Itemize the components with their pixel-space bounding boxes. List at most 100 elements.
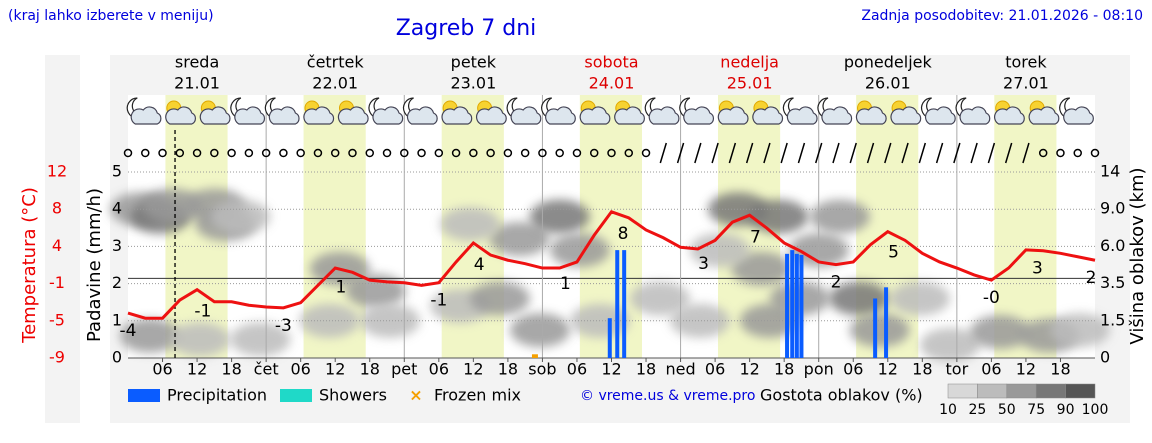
colorbar-label: 25 — [968, 402, 986, 418]
y-tick-label: -1 — [49, 273, 65, 292]
y3-axis-title: Višina oblakov (km) — [1127, 167, 1148, 344]
day-date: 23.01 — [450, 74, 496, 93]
y-tick-label: -9 — [49, 348, 65, 367]
cloud-icon — [959, 106, 991, 125]
cloud-blob — [970, 314, 1031, 349]
x-tick-label: 18 — [498, 360, 518, 379]
x-tick-label: pon — [804, 360, 834, 379]
wind-barb — [694, 142, 702, 164]
frozen-mix-bar — [531, 354, 538, 358]
y-tick-label: 8 — [52, 199, 62, 218]
precip-bar — [884, 287, 889, 358]
day-date: 26.01 — [865, 74, 911, 93]
wind-barb — [745, 142, 754, 164]
wind-calm — [330, 148, 340, 158]
y-tick-label: 4 — [52, 236, 62, 255]
colorbar-label: 90 — [1057, 402, 1075, 418]
wind-calm — [503, 148, 513, 158]
precip-bar — [794, 253, 799, 358]
y-axis-title: Temperatura (°C) — [19, 187, 40, 344]
cloud-icon — [717, 106, 749, 125]
cloud-blob — [1050, 313, 1111, 348]
temp-label: 2 — [1086, 268, 1097, 288]
cloud-blob — [919, 327, 980, 362]
wind-barb — [953, 142, 961, 164]
subtitle: (kraj lahko izberete v meniju) — [8, 8, 214, 24]
y2-tick-label: 1 — [112, 310, 122, 329]
wind-calm — [1073, 148, 1082, 158]
wind-barb — [728, 142, 737, 164]
x-tick-label: 12 — [1016, 360, 1036, 379]
wind-barb — [763, 142, 771, 164]
x-tick-label: 12 — [463, 360, 483, 379]
wind-barb — [935, 142, 944, 164]
y3-tick-label: 9.0 — [1100, 199, 1125, 218]
wind-calm — [348, 148, 357, 158]
legend-swatch — [280, 389, 312, 402]
x-tick-label: 18 — [912, 360, 932, 379]
day-name: nedelja — [720, 53, 779, 72]
wind-barb — [918, 142, 927, 164]
colorbar-segment — [1035, 383, 1066, 399]
cloud-blob — [670, 303, 731, 338]
wind-barb — [797, 142, 806, 164]
day-name: sobota — [584, 53, 638, 72]
wind-calm — [1056, 148, 1065, 158]
y3-tick-label: 0 — [1100, 348, 1110, 367]
y3-tick-label: 14 — [1100, 162, 1120, 181]
day-name: petek — [451, 53, 497, 72]
wind-barb — [970, 142, 978, 164]
wind-calm — [538, 148, 547, 158]
colorbar-segment — [947, 383, 978, 399]
wind-calm — [400, 148, 409, 158]
cloud-blob — [169, 322, 230, 357]
wind-barb — [1004, 142, 1013, 164]
x-tick-label: 06 — [152, 360, 172, 379]
y2-tick-label: 4 — [112, 199, 122, 218]
wind-calm — [227, 148, 236, 158]
colorbar-segment — [977, 383, 1008, 399]
day-date: 21.01 — [174, 74, 220, 93]
temp-label: 4 — [474, 255, 485, 275]
weather-icons — [123, 97, 1100, 164]
day-date: 24.01 — [589, 74, 635, 93]
cloud-icon — [648, 106, 680, 125]
wind-calm — [417, 148, 426, 158]
temp-label: 3 — [1032, 258, 1043, 278]
precip-bar — [873, 298, 878, 358]
cloud-blob — [439, 207, 500, 242]
cloud-blob — [689, 233, 750, 268]
wind-calm — [1090, 148, 1100, 158]
wind-calm — [434, 148, 444, 158]
y-tick-label: -5 — [49, 310, 65, 329]
colorbar-label: 100 — [1082, 402, 1109, 418]
wind-barb — [676, 142, 685, 164]
temp-label: -0 — [983, 288, 1000, 308]
y2-tick-label: 2 — [112, 273, 122, 292]
legend-swatch — [128, 389, 160, 402]
cloud-icon — [545, 106, 576, 125]
temp-label: 3 — [698, 254, 709, 274]
cloud-icon — [337, 106, 369, 125]
wind-barb — [659, 142, 668, 164]
day-name: ponedeljek — [844, 53, 933, 72]
legend-label: Showers — [319, 386, 387, 405]
cloud-icon — [165, 106, 196, 125]
x-tick-label: 06 — [290, 360, 310, 379]
day-name: torek — [1005, 53, 1047, 72]
cloud-blob — [629, 281, 690, 316]
day-date: 22.01 — [312, 74, 358, 93]
precip-bar — [622, 250, 627, 358]
precip-bar — [799, 254, 804, 358]
wind-calm — [261, 148, 271, 158]
cloud-blob — [489, 221, 550, 256]
x-tick-label: 12 — [601, 360, 621, 379]
cloud-icon — [199, 106, 231, 125]
x-tick-label: 06 — [843, 360, 863, 379]
cloud-blob — [469, 281, 530, 316]
cloud-icon — [1028, 106, 1060, 125]
temp-label: 5 — [888, 243, 899, 263]
cloud-blob — [890, 281, 951, 316]
cloud-blob — [210, 199, 271, 234]
cloud-blob — [141, 188, 202, 223]
